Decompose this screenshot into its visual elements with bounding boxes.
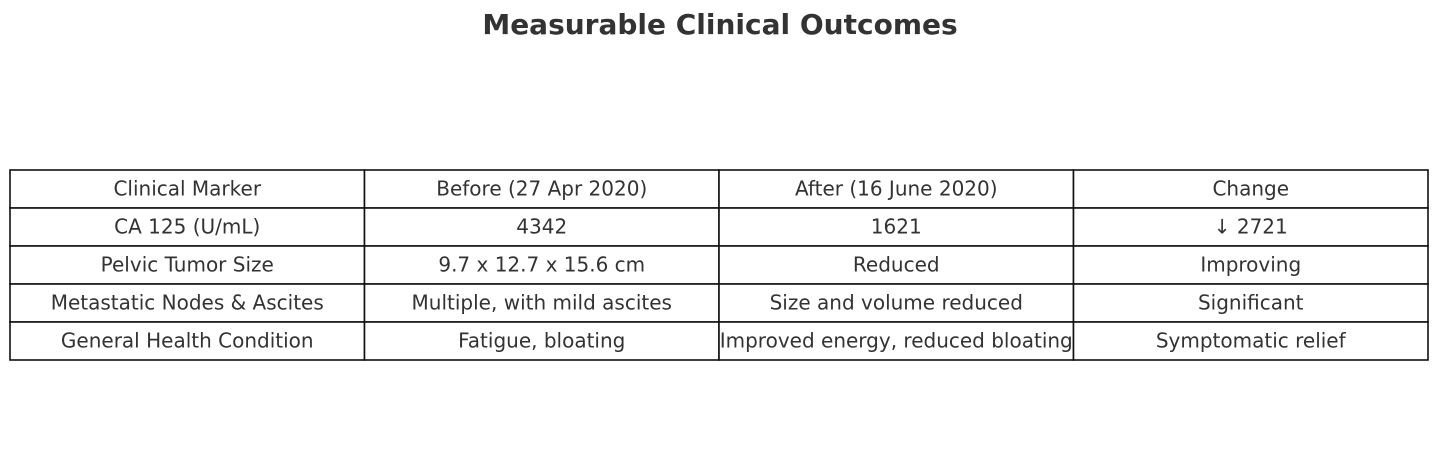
table-cell xyxy=(363,321,720,361)
table-cell xyxy=(9,169,366,209)
table-cell xyxy=(363,245,720,285)
cell-text: Size and volume reduced xyxy=(770,291,1023,315)
cell-text: Reduced xyxy=(853,253,940,277)
table-cell xyxy=(363,283,720,323)
cell-text: Improved energy, reduced bloating xyxy=(720,329,1073,353)
cell-text: Fatigue, bloating xyxy=(458,329,625,353)
title: Measurable Clinical Outcomes xyxy=(482,8,957,41)
table-cell xyxy=(1072,283,1429,323)
header-text: Change xyxy=(1212,177,1289,201)
cell-text: ↓ 2721 xyxy=(1214,215,1288,239)
table-cell xyxy=(718,321,1075,361)
cell-text: 1621 xyxy=(871,215,922,239)
table-cell xyxy=(1072,321,1429,361)
cell-text: Significant xyxy=(1198,291,1304,315)
cell-text: Multiple, with mild ascites xyxy=(412,291,672,315)
table-cell xyxy=(1072,245,1429,285)
header-text: Before (27 Apr 2020) xyxy=(436,177,647,201)
cell-text: CA 125 (U/mL) xyxy=(114,215,260,239)
table-cell xyxy=(9,321,366,361)
table-cell xyxy=(1072,207,1429,247)
cell-text: 4342 xyxy=(516,215,567,239)
header-text: Clinical Marker xyxy=(113,177,261,201)
table-cell xyxy=(363,169,720,209)
cell-text: Metastatic Nodes & Ascites xyxy=(51,291,324,315)
cell-text: Symptomatic relief xyxy=(1156,329,1347,353)
table-cell xyxy=(1072,169,1429,209)
cell-text: General Health Condition xyxy=(61,329,314,353)
cell-text: Improving xyxy=(1200,253,1301,277)
cell-text: Pelvic Tumor Size xyxy=(101,253,274,277)
table: Clinical Marker Before (27 Apr 2020) After… xyxy=(9,169,1429,361)
header-text: After (16 June 2020) xyxy=(795,177,998,201)
table-cell xyxy=(363,207,720,247)
cell-text: 9.7 x 12.7 x 15.6 cm xyxy=(438,253,645,277)
